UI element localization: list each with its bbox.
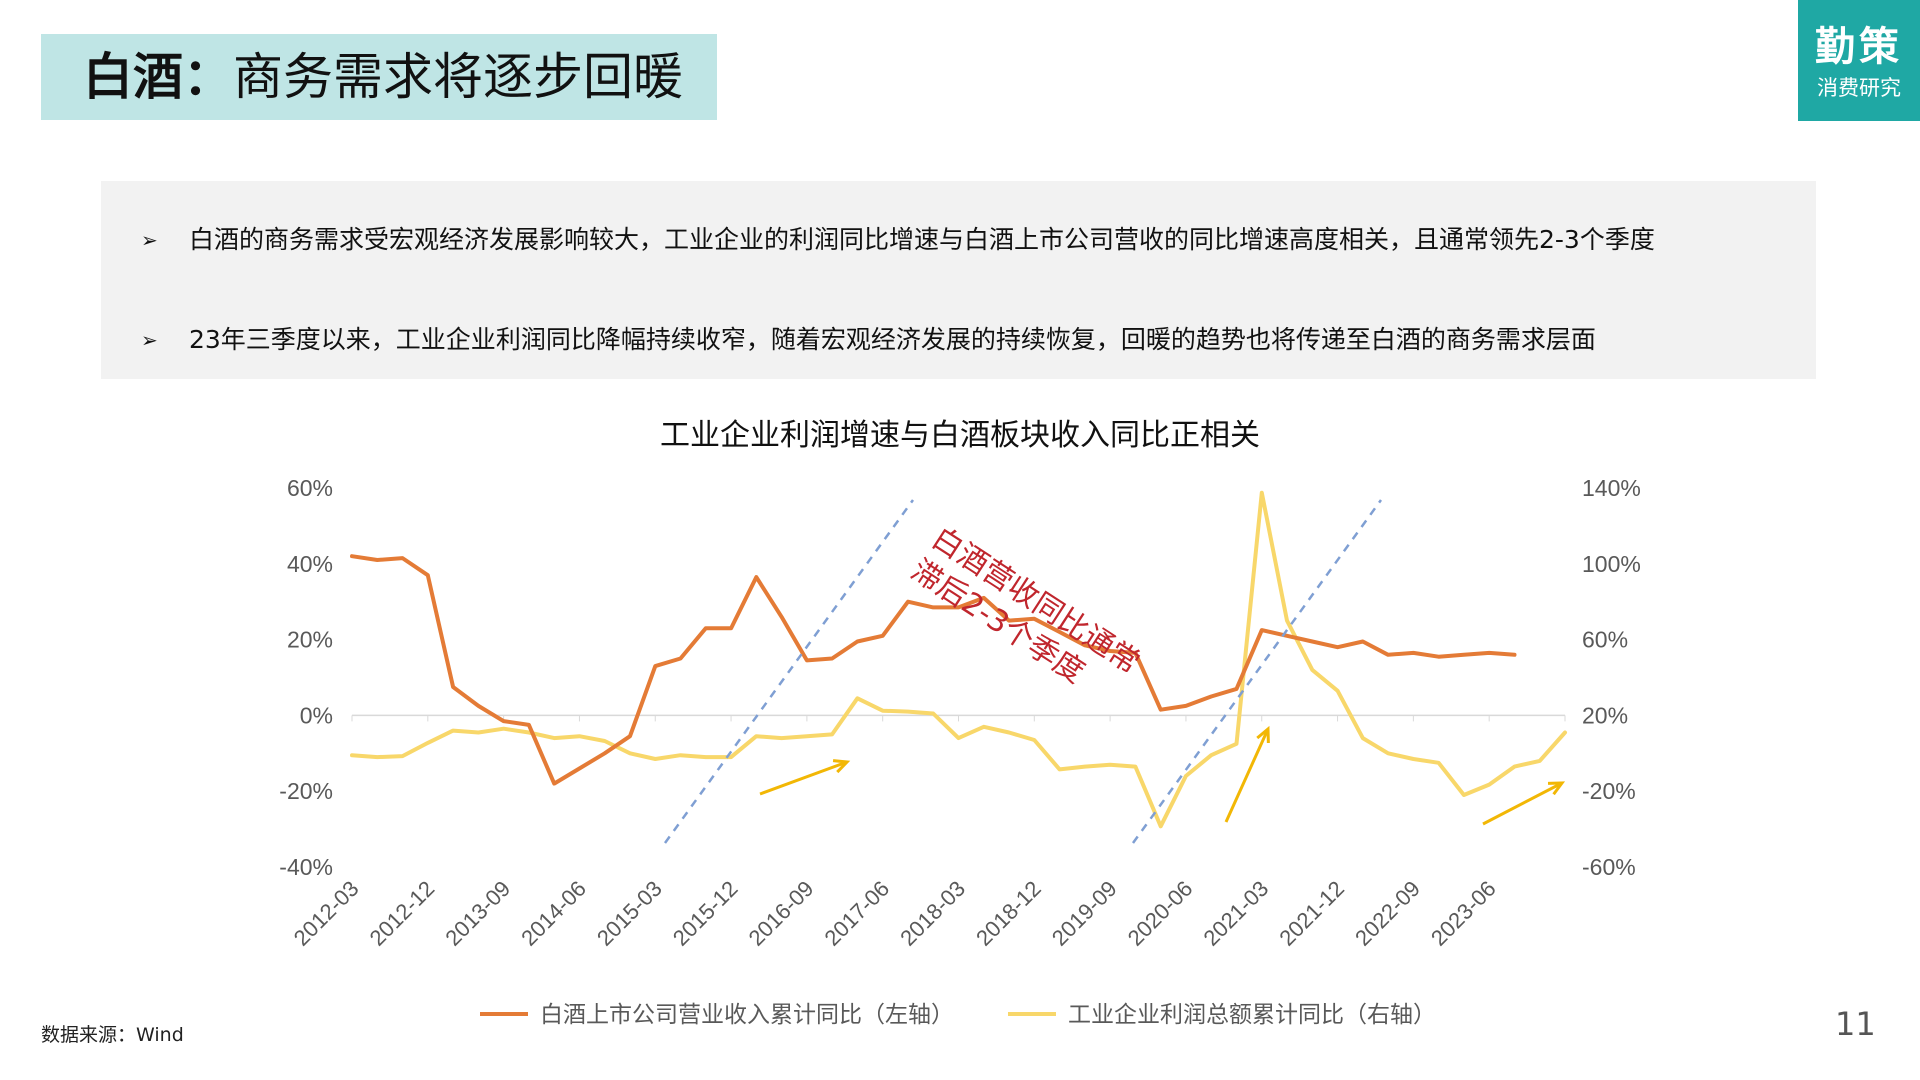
x-tick-label: 2020-06 [1123,876,1198,951]
page-title: 白酒：商务需求将逐步回暖 [83,47,683,107]
page-title-bold: 白酒： [83,48,233,106]
x-tick-label: 2015-03 [592,876,667,951]
logo-subtitle: 消费研究 [1817,76,1901,100]
x-tick-label: 2015-12 [668,876,743,951]
page-number: 11 [1835,1005,1876,1043]
y-right-tick-label: 100% [1582,551,1641,577]
series-line-1 [350,554,1517,786]
y-left-tick-label: 40% [287,551,333,577]
y-left-tick-label: 20% [287,627,333,653]
x-tick-label: 2019-09 [1047,876,1122,951]
bullet-arrow-icon: ➢ [141,228,158,252]
x-tick-label: 2013-09 [440,876,515,951]
bullet-arrow-icon: ➢ [141,328,158,352]
y-right-tick-label: 20% [1582,702,1628,728]
chart-title: 工业企业利润增速与白酒板块收入同比正相关 [660,418,1260,453]
legend-label: 白酒上市公司营业收入累计同比（左轴） [540,1002,954,1028]
x-tick-label: 2023-06 [1426,876,1501,951]
x-tick-label: 2018-03 [895,876,970,951]
x-tick-label: 2014-06 [516,876,591,951]
title-banner: 白酒：商务需求将逐步回暖 [41,34,717,120]
y-left-tick-label: -20% [279,778,333,804]
y-left-tick-label: 60% [287,475,333,501]
trend-arrow-head [1256,725,1270,744]
y-left-tick-label: 0% [300,702,333,728]
y-right-tick-label: -20% [1582,778,1636,804]
y-right-tick-label: 140% [1582,475,1641,501]
summary-bullet-text: 白酒的商务需求受宏观经济发展影响较大，工业企业的利润同比增速与白酒上市公司营收的… [189,225,1655,254]
trend-arrow [1482,781,1563,826]
x-tick-label: 2022-09 [1350,876,1425,951]
x-tick-label: 2016-09 [744,876,819,951]
y-right-tick-label: 60% [1582,627,1628,653]
lag-guide-line [1131,499,1383,844]
page-title-rest: 商务需求将逐步回暖 [233,48,683,106]
trend-arrow [759,760,848,796]
trend-arrow [1224,728,1270,823]
x-tick-label: 2018-12 [971,876,1046,951]
logo-title: 勤策 [1815,23,1903,70]
lag-guide-line [663,499,915,844]
legend-label: 工业企业利润总额累计同比（右轴） [1068,1002,1436,1028]
summary-bullet-text: 23年三季度以来，工业企业利润同比降幅持续收窄，随着宏观经济发展的持续恢复，回暖… [189,325,1596,354]
y-right-tick-label: -60% [1582,854,1636,880]
x-tick-label: 2021-12 [1274,876,1349,951]
summary-box: ➢ 白酒的商务需求受宏观经济发展影响较大，工业企业的利润同比增速与白酒上市公司营… [101,181,1816,379]
x-tick-label: 2017-06 [819,876,894,951]
series-line-2 [350,490,1567,829]
trend-arrow-head [832,759,851,774]
brand-logo: 勤策 消费研究 [1798,0,1920,121]
trend-arrow-head [1547,781,1566,796]
data-source: 数据来源：Wind [41,1024,184,1046]
x-tick-label: 2012-03 [289,876,364,951]
y-left-tick-label: -40% [279,854,333,880]
x-tick-label: 2012-12 [365,876,440,951]
x-tick-label: 2021-03 [1199,876,1274,951]
